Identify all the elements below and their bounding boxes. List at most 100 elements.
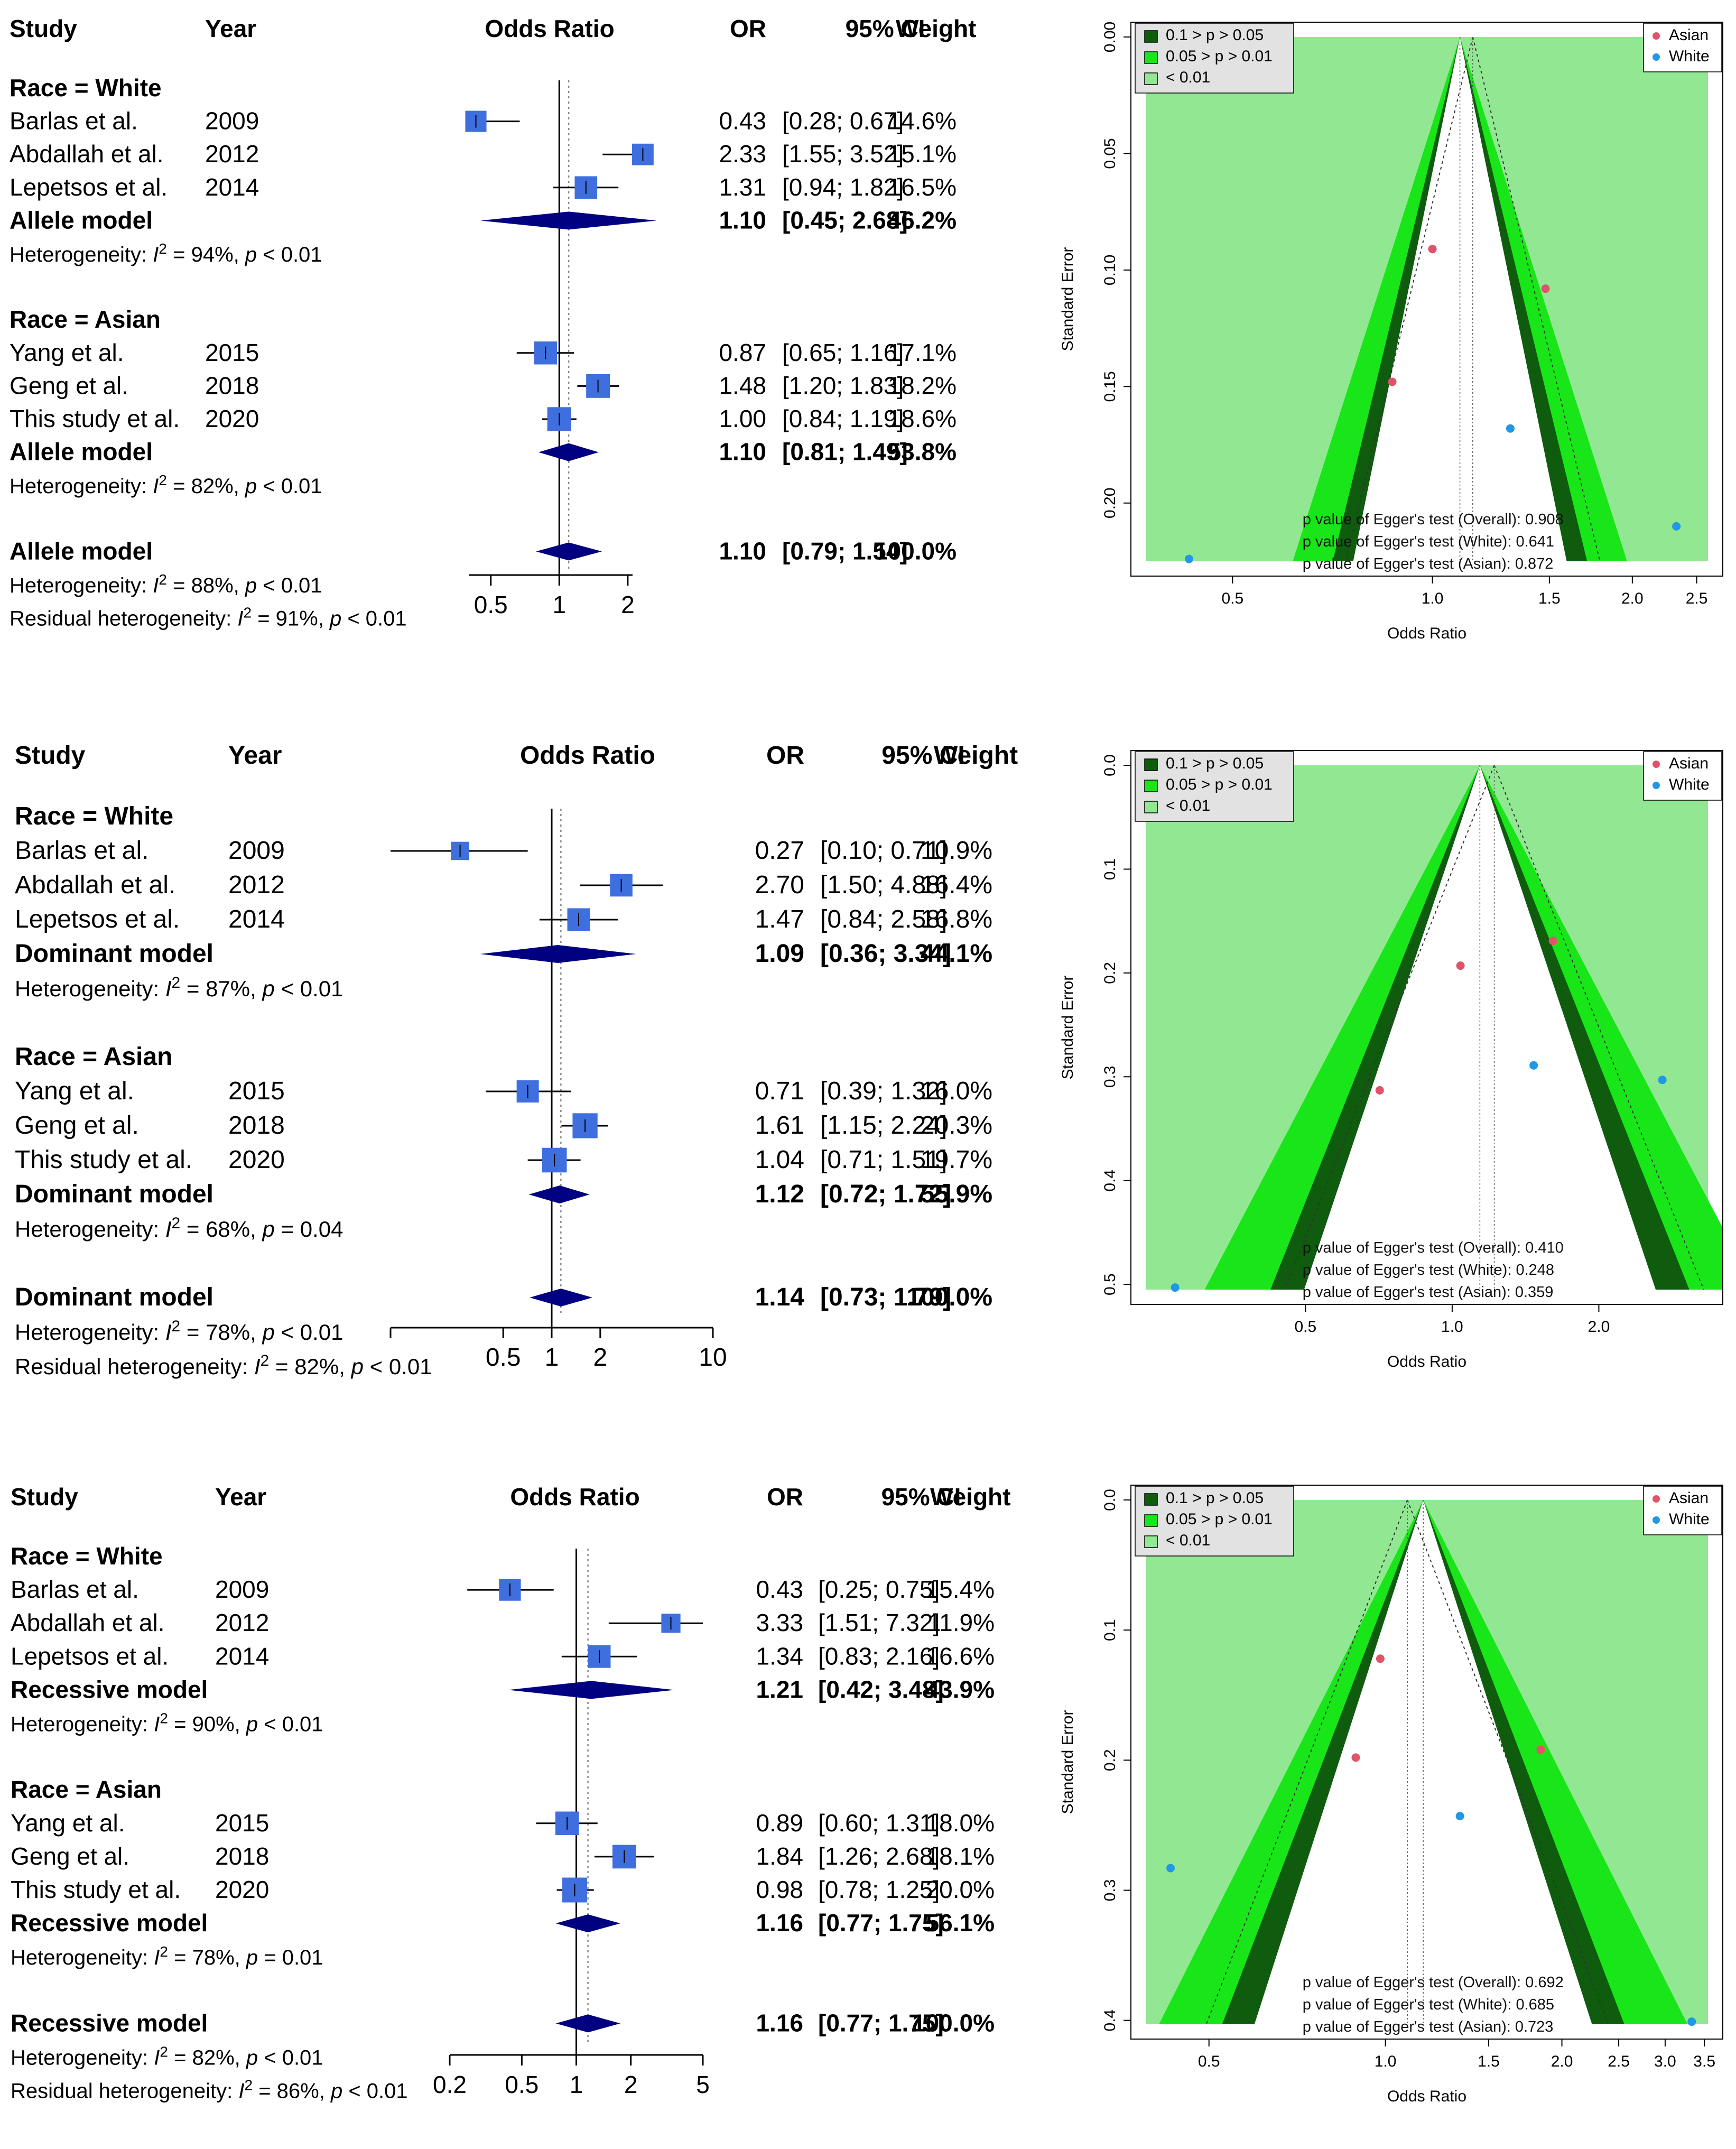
legend-label: 0.1 > p > 0.05 (1166, 1489, 1264, 1507)
legend-label: Asian (1669, 1489, 1709, 1507)
study-name: Lepetsos et al. (11, 1642, 169, 1670)
study-or: 2.33 (719, 140, 766, 168)
study-weight: 18.2% (888, 372, 957, 399)
header-ci: 95% CI (846, 15, 925, 42)
pseudo-ci-line (1345, 36, 1473, 562)
legend-dot (1653, 1495, 1660, 1503)
plot-frame (1130, 750, 1723, 1305)
pseudo-ci-line (1205, 1499, 1408, 2025)
y-tick-label: 0.4 (1101, 1170, 1119, 1192)
pseudo-ci-line (1284, 765, 1495, 1290)
header-or: OR (767, 1483, 803, 1511)
header-or: OR (730, 15, 766, 42)
y-axis-label: Standard Error (1059, 247, 1076, 351)
subgroup-label: Race = White (10, 74, 162, 101)
heterogeneity-text: Heterogeneity: I2 = 82%, p < 0.01 (10, 472, 322, 498)
study-weight: 15.4% (926, 1576, 995, 1603)
study-name: This study et al. (15, 1146, 192, 1174)
study-or: 0.71 (755, 1077, 804, 1105)
x-tick-label: 3.5 (1693, 2053, 1715, 2070)
egger-test-text: p value of Egger's test (Overall): 0.692 (1303, 1974, 1564, 1991)
summary-or: 1.14 (755, 1283, 805, 1311)
study-name: Abdallah et al. (15, 871, 175, 899)
study-point-asian (1376, 1654, 1385, 1663)
legend-label: White (1669, 776, 1710, 793)
study-name: Abdallah et al. (10, 140, 164, 168)
study-name: Yang et al. (10, 339, 124, 366)
study-year: 2012 (205, 140, 259, 168)
study-weight: 20.3% (921, 1111, 992, 1140)
x-tick-label: 0.5 (1221, 590, 1243, 607)
x-axis-label: Odds Ratio (1387, 1353, 1466, 1370)
summary-diamond (480, 211, 657, 230)
study-point-asian (1548, 936, 1557, 945)
subgroup-label: Race = White (15, 802, 173, 830)
study-year: 2015 (228, 1077, 285, 1105)
legend-label: 0.05 > p > 0.01 (1166, 776, 1273, 793)
legend-label: 0.1 > p > 0.05 (1166, 755, 1264, 772)
group-legend (1643, 751, 1722, 801)
legend-label: 0.1 > p > 0.05 (1166, 26, 1264, 44)
study-weight: 18.1% (926, 1842, 995, 1870)
study-name: Geng et al. (15, 1111, 139, 1140)
y-tick-label: 0.0 (1101, 754, 1119, 776)
x-tick-label: 2.0 (1588, 1318, 1610, 1336)
summary-label: Recessive model (11, 2009, 208, 2036)
study-ci: [0.28; 0.67] (782, 107, 904, 135)
egger-test-text: p value of Egger's test (Asian): 0.359 (1303, 1284, 1554, 1301)
egger-test-text: p value of Egger's test (Overall): 0.908 (1303, 511, 1564, 528)
study-name: Geng et al. (10, 372, 128, 399)
study-or: 1.31 (719, 173, 766, 201)
pseudo-ci-line (1407, 1499, 1609, 2025)
summary-label: Allele model (10, 206, 153, 234)
header-or: OR (766, 742, 804, 770)
study-or: 0.89 (756, 1809, 803, 1837)
study-weight: 16.8% (921, 905, 992, 933)
study-point-asian (1428, 245, 1437, 254)
header-study: Study (11, 1483, 78, 1511)
study-weight: 16.0% (921, 1077, 992, 1105)
group-legend (1643, 23, 1722, 72)
heterogeneity-text: Residual heterogeneity: I2 = 82%, p < 0.… (15, 1352, 432, 1379)
summary-label: Dominant model (15, 940, 213, 968)
summary-or: 1.16 (756, 2009, 803, 2036)
study-weight: 19.7% (921, 1146, 992, 1174)
x-tick-label: 1 (545, 1344, 559, 1372)
legend-label: Asian (1669, 755, 1709, 772)
x-tick-label: 1.0 (1422, 590, 1444, 607)
y-tick-label: 0.2 (1101, 1749, 1119, 1771)
study-name: Yang et al. (11, 1809, 125, 1837)
legend-label: 0.05 > p > 0.01 (1166, 48, 1273, 65)
y-tick-label: 0.0 (1101, 1489, 1119, 1511)
study-weight: 10.9% (921, 837, 992, 865)
x-tick-label: 0.5 (505, 2071, 539, 2098)
summary-ci: [0.77; 1.75] (818, 2009, 944, 2036)
study-weight: 16.6% (926, 1642, 995, 1670)
summary-diamond (555, 1914, 620, 1933)
x-tick-label: 1.5 (1538, 590, 1561, 607)
legend-label: 0.05 > p > 0.01 (1166, 1511, 1273, 1528)
y-tick-label: 0.4 (1101, 2009, 1119, 2032)
study-year: 2012 (215, 1609, 269, 1636)
summary-weight: 100.0% (912, 2009, 995, 2036)
x-tick-label: 1.5 (1478, 2053, 1500, 2070)
study-name: Yang et al. (15, 1077, 134, 1105)
summary-diamond (538, 443, 599, 461)
study-ci: [1.20; 1.83] (782, 372, 904, 399)
heterogeneity-text: Heterogeneity: I2 = 78%, p < 0.01 (15, 1318, 343, 1345)
egger-test-text: p value of Egger's test (White): 0.248 (1303, 1262, 1554, 1279)
legend-swatch (1144, 801, 1158, 813)
funnel-dominant: 0.5 1.0 2.0 0.0 0.1 0.2 0.3 0.4 0.5 Odds Ratio Sta… (1059, 750, 1723, 1370)
summary-diamond (536, 542, 602, 561)
x-tick-label: 2.0 (1551, 2053, 1573, 2070)
study-year: 2015 (215, 1809, 269, 1837)
summary-ci: [0.79; 1.54] (782, 537, 908, 564)
summary-label: Dominant model (15, 1283, 213, 1311)
header-weight: Weight (934, 742, 1018, 770)
heterogeneity-text: Heterogeneity: I2 = 94%, p < 0.01 (10, 240, 322, 267)
x-axis-label: Odds Ratio (1387, 625, 1466, 642)
summary-diamond (480, 945, 636, 963)
legend-label: White (1669, 48, 1710, 65)
